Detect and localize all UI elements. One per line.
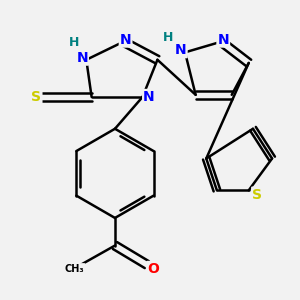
Text: H: H (68, 36, 79, 49)
Text: N: N (143, 90, 155, 104)
Text: N: N (76, 51, 88, 64)
Text: N: N (175, 43, 187, 57)
Text: S: S (32, 90, 41, 104)
Text: H: H (163, 31, 173, 44)
Text: S: S (252, 188, 262, 202)
Text: N: N (120, 33, 131, 46)
Text: N: N (218, 33, 229, 46)
Text: CH₃: CH₃ (65, 264, 84, 274)
Text: O: O (147, 262, 159, 276)
